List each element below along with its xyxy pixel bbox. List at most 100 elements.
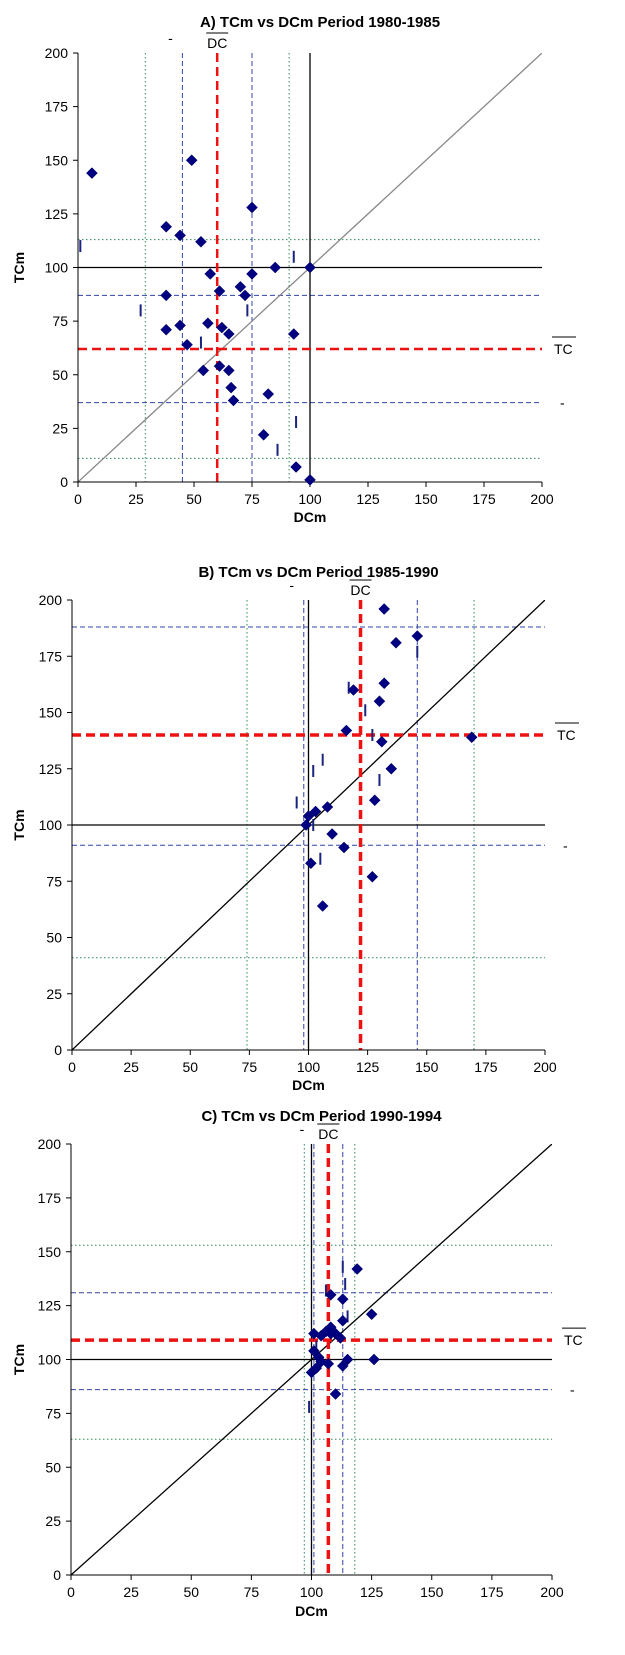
y-tick-label: 75 <box>45 1405 61 1421</box>
y-tick-label: 75 <box>46 873 62 889</box>
x-tick-label: 125 <box>356 491 380 507</box>
chart-panel-3: 0 25 50 75 100 125 150 175 200 0 25 50 75 100 125 150 17… <box>11 1108 586 1619</box>
mean-x-label: DC <box>318 1126 338 1142</box>
data-point <box>373 695 386 708</box>
x-tick-label: 75 <box>242 1059 258 1075</box>
data-point <box>341 1353 354 1366</box>
data-point <box>234 280 247 293</box>
data-point <box>321 801 334 813</box>
data-point <box>86 167 98 179</box>
dash-label-top: - <box>168 30 173 46</box>
y-tick-label: 200 <box>45 45 69 61</box>
data-point <box>365 1308 378 1321</box>
data-point <box>269 261 282 274</box>
x-tick-label: 100 <box>300 1584 324 1600</box>
data-point <box>204 268 217 280</box>
x-tick-label: 0 <box>67 1584 75 1600</box>
x-axis-label: DCm <box>292 1077 325 1093</box>
x-tick-label: 125 <box>360 1584 384 1600</box>
dash-label-top: - <box>300 1121 305 1137</box>
data-point <box>465 731 478 744</box>
y-tick-label: 75 <box>52 313 68 329</box>
y-tick-label: 25 <box>45 1513 61 1529</box>
y-tick-label: 25 <box>46 986 62 1002</box>
data-point <box>225 381 237 394</box>
data-point <box>390 636 402 649</box>
data-point <box>287 328 300 340</box>
plot-area <box>71 1144 552 1575</box>
y-tick-label: 175 <box>45 99 69 115</box>
mean-y-label: TC <box>564 1332 583 1348</box>
x-tick-label: 175 <box>472 491 496 507</box>
x-axis-label: DCm <box>294 509 327 525</box>
data-point <box>351 1263 364 1275</box>
chart-title: B) TCm vs DCm Period 1985-1990 <box>198 564 438 581</box>
x-tick-label: 175 <box>474 1059 498 1075</box>
y-tick-label: 100 <box>39 817 63 833</box>
data-point <box>215 321 228 334</box>
data-point <box>304 261 316 274</box>
data-point <box>160 289 173 302</box>
x-tick-label: 75 <box>244 491 260 507</box>
data-point <box>222 364 235 377</box>
data-point <box>160 220 173 233</box>
mean-y-label: TC <box>557 727 576 743</box>
x-tick-label: 150 <box>414 491 438 507</box>
data-point <box>309 805 322 818</box>
mean-x-label: DC <box>350 582 370 598</box>
data-point <box>174 229 186 242</box>
data-point <box>385 762 398 775</box>
data-point <box>329 1388 342 1400</box>
data-point <box>326 828 339 840</box>
data-point <box>322 1357 335 1370</box>
y-tick-label: 0 <box>60 474 68 490</box>
y-tick-label: 125 <box>45 206 69 222</box>
data-point <box>338 841 350 854</box>
data-point <box>334 1332 347 1344</box>
data-point <box>366 870 379 883</box>
data-point <box>300 819 312 831</box>
x-tick-label: 0 <box>68 1059 76 1075</box>
data-point <box>378 677 391 690</box>
data-point <box>239 289 251 302</box>
data-point <box>246 201 258 214</box>
data-point <box>257 428 270 441</box>
dash-label-right: - <box>560 395 565 411</box>
y-tick-label: 175 <box>39 648 63 664</box>
data-point <box>222 328 235 340</box>
data-point <box>185 154 198 167</box>
data-point <box>324 1327 337 1340</box>
data-point <box>305 1366 318 1379</box>
y-tick-label: 200 <box>38 1136 62 1152</box>
y-axis-label: TCm <box>11 252 27 283</box>
plot-area <box>78 53 542 482</box>
data-point <box>316 900 329 912</box>
x-tick-label: 150 <box>420 1584 444 1600</box>
y-tick-label: 175 <box>38 1190 62 1206</box>
y-tick-label: 50 <box>45 1459 61 1475</box>
x-tick-label: 50 <box>182 1059 198 1075</box>
data-point <box>375 735 388 748</box>
data-point <box>336 1293 349 1306</box>
y-tick-label: 50 <box>46 930 62 946</box>
x-tick-label: 25 <box>128 491 144 507</box>
data-point <box>202 317 214 330</box>
y-tick-label: 100 <box>38 1352 62 1368</box>
x-tick-label: 25 <box>123 1059 139 1075</box>
data-point <box>195 235 207 248</box>
data-point <box>160 323 173 336</box>
y-tick-label: 125 <box>39 761 63 777</box>
y-tick-label: 100 <box>45 260 69 276</box>
y-tick-label: 0 <box>53 1567 61 1583</box>
data-point <box>290 461 302 473</box>
y-tick-label: 150 <box>45 152 69 168</box>
x-tick-label: 50 <box>183 1584 199 1600</box>
data-point <box>336 1314 349 1327</box>
y-axis-label: TCm <box>11 809 27 840</box>
x-tick-label: 0 <box>74 491 82 507</box>
data-point <box>411 630 424 642</box>
x-tick-label: 175 <box>480 1584 504 1600</box>
y-tick-label: 150 <box>39 705 63 721</box>
y-tick-label: 50 <box>52 367 68 383</box>
